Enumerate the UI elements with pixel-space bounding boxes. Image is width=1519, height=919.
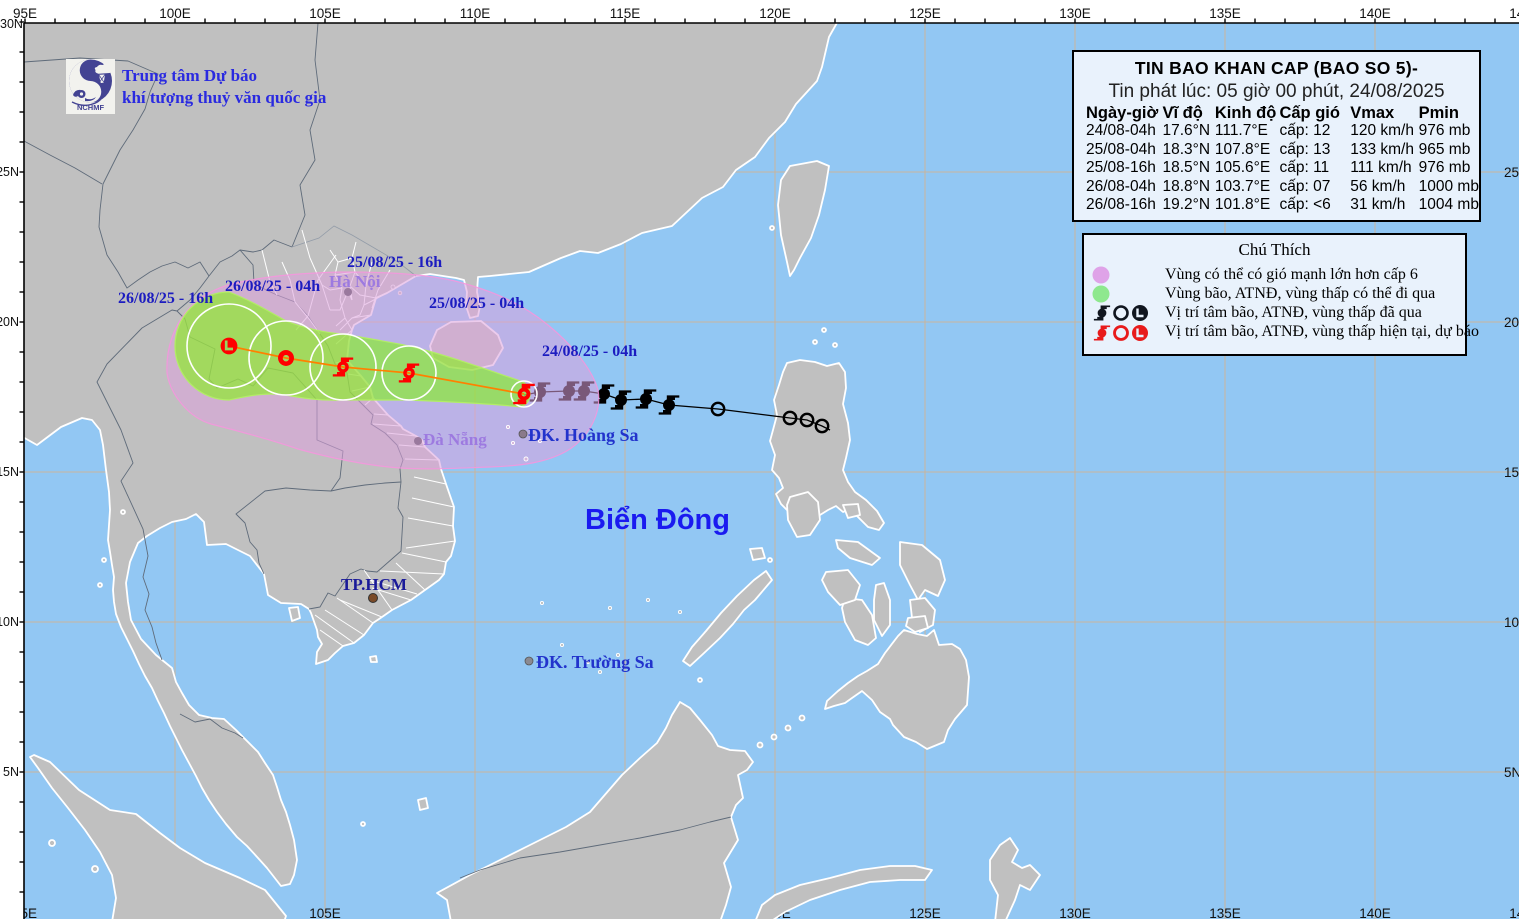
svg-text:125E: 125E [909,906,941,919]
svg-text:25/08/25 - 16h: 25/08/25 - 16h [347,254,442,271]
svg-text:Hà Nội: Hà Nội [329,272,381,291]
svg-text:Biển Đông: Biển Đông [585,504,730,536]
svg-text:26/08/25 - 04h: 26/08/25 - 04h [225,278,320,295]
svg-text:26/08/25 - 16h: 26/08/25 - 16h [118,290,213,307]
svg-text:ĐK. Trường Sa: ĐK. Trường Sa [536,652,654,672]
svg-text:145E: 145E [1509,6,1519,21]
svg-text:10N: 10N [0,615,19,629]
svg-text:20N: 20N [1504,315,1519,330]
svg-text:125E: 125E [909,6,941,21]
svg-text:120E: 120E [759,6,791,21]
svg-text:135E: 135E [1209,6,1241,21]
svg-text:100E: 100E [159,6,191,21]
svg-text:TP.HCM: TP.HCM [341,575,407,594]
svg-text:Đà Nẵng: Đà Nẵng [423,430,487,449]
svg-text:25N: 25N [1504,165,1519,180]
svg-text:5N: 5N [3,765,19,779]
svg-text:145E: 145E [1509,906,1519,919]
svg-text:10N: 10N [1504,615,1519,630]
svg-text:140E: 140E [1359,6,1391,21]
svg-text:130E: 130E [1059,6,1091,21]
svg-text:135E: 135E [1209,906,1241,919]
svg-text:105E: 105E [309,906,341,919]
svg-text:115E: 115E [610,6,641,21]
svg-text:24/08/25 - 04h: 24/08/25 - 04h [542,343,637,360]
svg-text:95E: 95E [13,6,37,21]
svg-text:20N: 20N [0,315,19,329]
svg-text:110E: 110E [460,6,491,21]
svg-text:105E: 105E [309,6,341,21]
svg-text:15N: 15N [0,465,19,479]
svg-text:130E: 130E [1059,906,1091,919]
svg-text:Trung tâm Dự báo: Trung tâm Dự báo [122,66,257,85]
svg-text:140E: 140E [1359,906,1391,919]
svg-text:15N: 15N [1504,465,1519,480]
svg-text:25/08/25 - 04h: 25/08/25 - 04h [429,295,524,312]
svg-text:khí tượng thuỷ văn quốc gia: khí tượng thuỷ văn quốc gia [122,88,327,107]
svg-text:NCHMF: NCHMF [77,103,104,112]
svg-text:30N: 30N [0,17,23,31]
svg-text:25N: 25N [0,165,19,179]
svg-text:ĐK. Hoàng Sa: ĐK. Hoàng Sa [528,425,639,445]
svg-text:5N: 5N [1504,765,1519,780]
